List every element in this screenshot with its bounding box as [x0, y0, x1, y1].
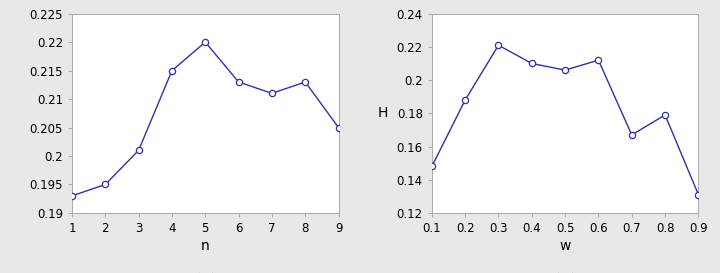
X-axis label: n: n — [201, 239, 210, 253]
Y-axis label: H: H — [377, 106, 388, 120]
X-axis label: w: w — [559, 239, 571, 253]
